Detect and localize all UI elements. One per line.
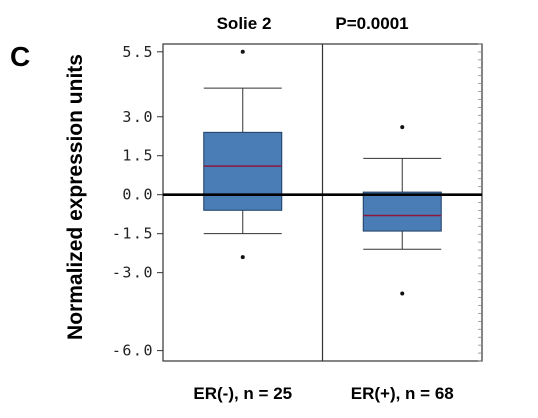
y-tick-label: -3.0 xyxy=(112,264,154,282)
y-tick-label: 5.5 xyxy=(122,43,154,61)
y-axis-label: Normalized expression units xyxy=(64,54,87,340)
box xyxy=(362,191,442,232)
p-value: P=0.0001 xyxy=(335,14,408,33)
panel-label: C xyxy=(10,41,30,72)
x-category-label: ER(-), n = 25 xyxy=(193,384,292,403)
plot-area xyxy=(162,43,483,362)
y-tick-label: -1.5 xyxy=(112,225,154,243)
chart-title: Solie 2 xyxy=(217,14,272,33)
y-tick-label: 3.0 xyxy=(122,108,154,126)
outlier-point xyxy=(240,49,245,54)
outlier-point xyxy=(400,291,405,296)
y-tick-label: 0.0 xyxy=(122,186,154,204)
x-category-label: ER(+), n = 68 xyxy=(351,384,454,403)
outlier-point xyxy=(400,125,405,130)
x-axis-labels: ER(-), n = 25 ER(+), n = 68 xyxy=(193,384,453,403)
outlier-point xyxy=(240,255,245,260)
y-axis-ticks: 5.5 3.0 1.5 0.0 -1.5 -3.0 -6.0 xyxy=(112,43,163,360)
y-tick-label: 1.5 xyxy=(122,147,154,165)
box xyxy=(203,131,283,211)
y-tick-label: -6.0 xyxy=(112,342,154,360)
